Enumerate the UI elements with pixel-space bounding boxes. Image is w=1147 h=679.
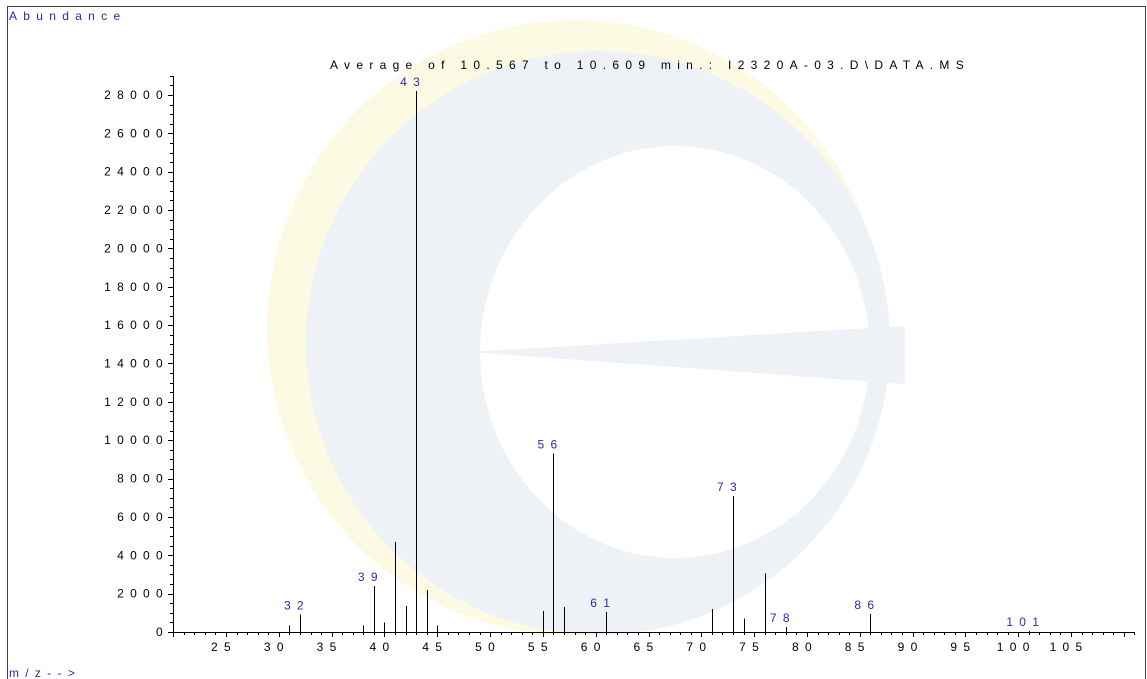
x-tick-label: 65 xyxy=(634,640,660,654)
y-axis-label: Abundance xyxy=(9,9,126,23)
peak-label: 56 xyxy=(537,438,563,452)
y-tick-label: 8000 xyxy=(117,472,169,486)
y-tick-label: 14000 xyxy=(104,356,169,370)
x-tick-label: 90 xyxy=(898,640,924,654)
x-tick-label: 105 xyxy=(1050,640,1089,654)
y-tick-label: 24000 xyxy=(104,165,169,179)
y-tick-label: 0 xyxy=(156,625,169,639)
x-tick-label: 75 xyxy=(739,640,765,654)
peak-label: 43 xyxy=(400,75,426,89)
y-tick-label: 10000 xyxy=(104,433,169,447)
y-tick-label: 20000 xyxy=(104,241,169,255)
peak-label: 86 xyxy=(854,598,880,612)
x-tick-label: 60 xyxy=(581,640,607,654)
y-tick-label: 22000 xyxy=(104,203,169,217)
x-tick-label: 55 xyxy=(528,640,554,654)
peak-label: 61 xyxy=(590,596,616,610)
watermark-bar xyxy=(470,326,905,384)
x-tick-label: 50 xyxy=(475,640,501,654)
y-tick-label: 16000 xyxy=(104,318,169,332)
x-axis-label: m/z--> xyxy=(9,666,81,679)
y-tick-label: 12000 xyxy=(104,395,169,409)
chart-marks: 25 30 35 40 45 50 55 60 65 70 75 80 85 90 95 100 105 0 200… xyxy=(104,75,1135,654)
x-tick-label: 85 xyxy=(845,640,871,654)
x-tick-label: 25 xyxy=(211,640,237,654)
y-tick-label: 28000 xyxy=(104,88,169,102)
y-tick-label: 18000 xyxy=(104,280,169,294)
x-tick-label: 95 xyxy=(950,640,976,654)
y-tick-label: 4000 xyxy=(117,548,169,562)
peak-label: 39 xyxy=(358,570,384,584)
watermark-logo xyxy=(267,20,905,636)
x-tick-label: 45 xyxy=(422,640,448,654)
x-tick-label: 35 xyxy=(317,640,343,654)
x-tick-label: 30 xyxy=(264,640,290,654)
y-tick-label: 6000 xyxy=(117,510,169,524)
x-tick-label: 70 xyxy=(686,640,712,654)
peak-label: 101 xyxy=(1006,615,1045,629)
plot-frame xyxy=(7,6,1146,679)
x-tick-label: 100 xyxy=(997,640,1036,654)
x-tick-label: 80 xyxy=(792,640,818,654)
peak-label: 73 xyxy=(717,480,743,494)
chart-title: Average of 10.567 to 10.609 min.: I2320A… xyxy=(330,58,970,72)
y-tick-label: 26000 xyxy=(104,126,169,140)
x-tick-label: 40 xyxy=(369,640,395,654)
peak-label: 78 xyxy=(770,611,796,625)
y-tick-label: 2000 xyxy=(117,587,169,601)
peak-label: 32 xyxy=(284,599,310,613)
